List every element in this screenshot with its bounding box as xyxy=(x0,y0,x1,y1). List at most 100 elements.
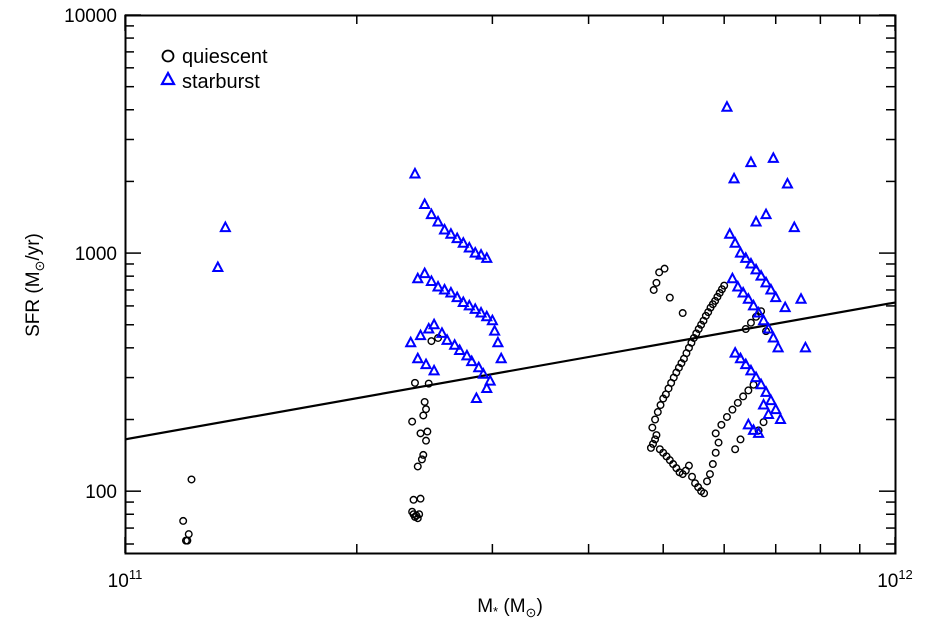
quiescent-point xyxy=(749,380,758,389)
quiescent-point xyxy=(697,320,706,329)
starburst-point xyxy=(731,279,744,292)
starburst-point xyxy=(411,351,424,364)
starburst-point xyxy=(469,302,482,314)
starburst-point xyxy=(480,381,493,393)
starburst-point xyxy=(744,363,758,376)
starburst-point xyxy=(749,214,763,227)
quiescent-point xyxy=(656,401,665,410)
starburst-point xyxy=(752,305,765,318)
starburst-point xyxy=(754,269,768,281)
starburst-point xyxy=(418,266,431,279)
quiescent-point xyxy=(711,296,720,305)
starburst-point xyxy=(759,385,773,397)
quiescent-point xyxy=(744,386,753,395)
y-tick-label: 100 xyxy=(85,482,117,503)
quiescent-point xyxy=(416,429,425,438)
x-tick-exponent: 11 xyxy=(129,567,143,582)
starburst-point xyxy=(742,292,755,304)
quiescent-point xyxy=(733,398,742,407)
y-axis-title-sun: ⊙ xyxy=(32,261,47,272)
y-axis-title: SFR (M⊙/yr) xyxy=(23,233,47,337)
starburst-point xyxy=(747,298,760,311)
quiescent-point xyxy=(420,397,429,406)
x-tick-labels: 1011 1012 xyxy=(108,567,913,592)
quiescent-point xyxy=(651,415,660,424)
starburst-point xyxy=(769,402,782,415)
starburst-point xyxy=(440,333,454,345)
x-tick-base: 10 xyxy=(877,571,898,592)
y-axis-title-rest: /yr) xyxy=(23,233,44,260)
starburst-point xyxy=(759,275,773,288)
axis-ticks xyxy=(124,14,896,553)
starburst-point xyxy=(767,330,780,343)
x-tick-label: 1012 xyxy=(877,567,913,592)
x-tick-base: 10 xyxy=(108,571,129,592)
starburst-point xyxy=(450,290,464,303)
quiescent-point xyxy=(678,309,687,318)
legend: quiescent starburst xyxy=(160,46,268,93)
quiescent-point xyxy=(410,378,419,387)
starburst-point xyxy=(431,214,445,227)
trend-line-group xyxy=(124,301,896,441)
x-axis-title-star: * xyxy=(493,604,498,619)
starburst-point xyxy=(444,285,458,298)
starburst-point xyxy=(495,351,508,364)
starburst-point xyxy=(728,346,742,358)
starburst-point xyxy=(491,335,505,348)
starburst-point xyxy=(739,251,752,263)
quiescent-point xyxy=(646,443,655,452)
quiescent-point xyxy=(652,278,661,287)
starburst-point xyxy=(723,227,736,239)
starburst-point xyxy=(739,357,752,370)
starburst-point xyxy=(757,313,770,326)
starburst-point xyxy=(742,417,755,430)
starburst-point xyxy=(425,274,438,286)
starburst-point xyxy=(480,251,493,263)
y-tick-labels: 100 1000 10000 xyxy=(64,6,117,503)
quiescent-point xyxy=(649,285,658,294)
y-axis-title-main: SFR (M xyxy=(23,271,44,336)
quiescent-point xyxy=(651,435,660,444)
quiescent-point xyxy=(422,405,431,414)
quiescent-point xyxy=(184,530,193,539)
x-tick-exponent: 12 xyxy=(898,567,912,582)
starburst-point xyxy=(749,262,763,275)
starburst-point xyxy=(477,367,490,379)
starburst-point xyxy=(470,391,483,404)
quiescent-point xyxy=(660,264,669,273)
quiescent-point xyxy=(714,438,723,447)
starburst-point xyxy=(764,393,778,406)
starburst-point xyxy=(794,292,808,304)
starburst-point xyxy=(799,340,812,353)
x-axis-title-paren: (M xyxy=(498,596,525,617)
starburst-point xyxy=(408,166,422,179)
quiescent-point xyxy=(708,460,717,469)
x-axis-title-main: M xyxy=(477,596,493,617)
starburst-point xyxy=(474,248,488,260)
starburst-point xyxy=(457,295,470,308)
quiescent-point xyxy=(705,470,714,479)
quiescent-point xyxy=(179,516,188,525)
starburst-point xyxy=(728,236,742,248)
quiescent-point xyxy=(736,435,745,444)
starburst-point xyxy=(486,313,499,326)
starburst-point xyxy=(438,222,451,235)
starburst-point xyxy=(463,298,476,311)
quiescent-point xyxy=(415,510,424,519)
starburst-point xyxy=(759,207,773,220)
starburst-point xyxy=(762,407,775,419)
quiescent-point xyxy=(722,412,731,421)
quiescent-point xyxy=(711,448,720,457)
quiescent-point xyxy=(713,292,722,301)
quiescent-point xyxy=(711,429,720,438)
starburst-point xyxy=(460,348,474,361)
starburst-point xyxy=(427,363,441,376)
starburst-point xyxy=(404,335,417,348)
starburst-point xyxy=(444,227,458,239)
quiescent-point xyxy=(423,427,432,436)
starburst-point xyxy=(747,423,760,435)
starburst-point xyxy=(754,377,768,390)
starburst-point xyxy=(727,171,741,184)
y-tick-label: 1000 xyxy=(75,244,117,265)
